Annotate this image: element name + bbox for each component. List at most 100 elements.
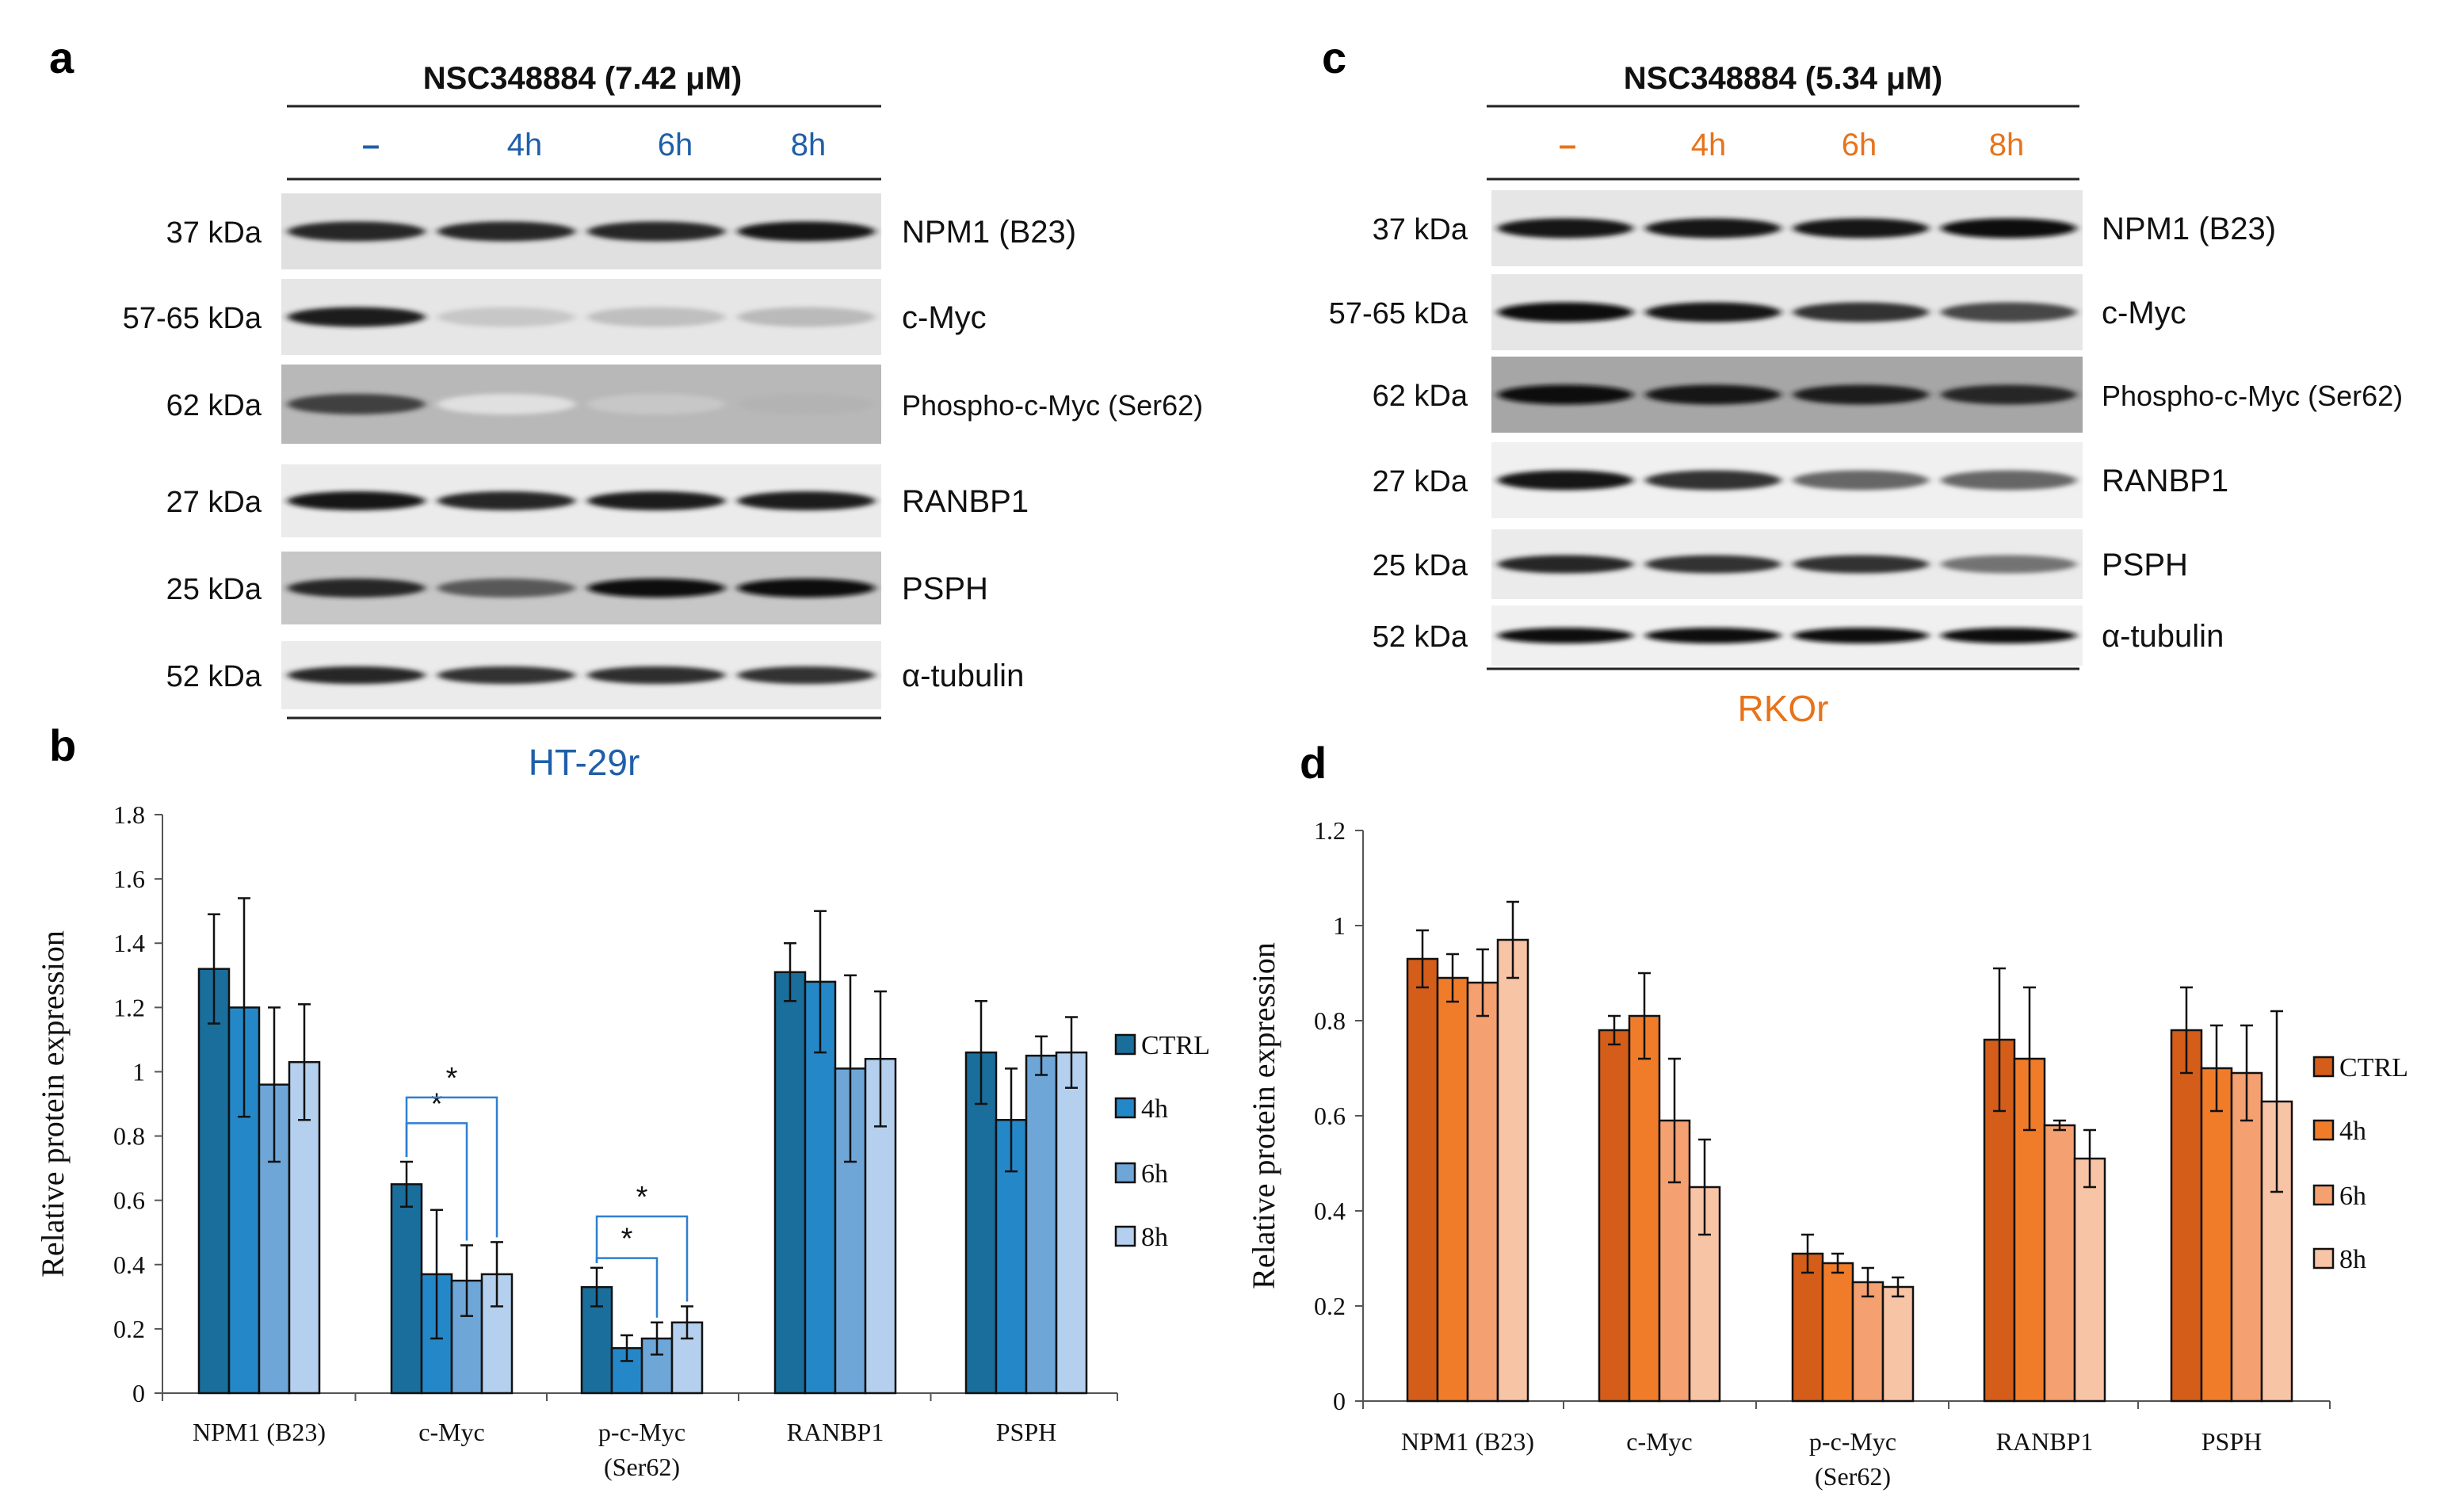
bar-chart-rkor: 0 0.2 0.4 0.6 0.8 1 1.2 Relative protein expres… bbox=[1246, 816, 2408, 1491]
legend-swatch bbox=[2312, 1056, 2335, 1078]
blot-band bbox=[287, 307, 426, 327]
bar bbox=[964, 1051, 998, 1395]
kda-label: 27 kDa bbox=[166, 486, 262, 519]
kda-label: 27 kDa bbox=[1373, 465, 1468, 498]
blot-band bbox=[1644, 218, 1781, 239]
protein-label: RANBP1 bbox=[2102, 464, 2228, 498]
category-label: PSPH bbox=[2201, 1427, 2263, 1456]
blot-band bbox=[737, 666, 876, 685]
lane-label: – bbox=[1559, 128, 1576, 162]
protein-label: RANBP1 bbox=[902, 484, 1029, 519]
significance-bracket bbox=[405, 1096, 498, 1238]
lane-label: 6h bbox=[658, 128, 693, 162]
blot-band bbox=[1644, 555, 1781, 574]
blot-strip bbox=[1491, 274, 2083, 350]
bar bbox=[1598, 1029, 1631, 1403]
blot-strip bbox=[281, 552, 881, 624]
legend-label: 8h bbox=[2339, 1245, 2366, 1274]
bar-chart-ht29r: 0 0.2 0.4 0.6 0.8 1 1.2 1.4 1.6 1.8 Relative prote… bbox=[35, 800, 1210, 1481]
blot-band bbox=[1940, 384, 2077, 405]
bar bbox=[2043, 1124, 2076, 1403]
blot-band bbox=[1497, 470, 1634, 491]
blot-band bbox=[587, 394, 726, 414]
protein-label: α-tubulin bbox=[2102, 619, 2224, 654]
significance-bracket bbox=[595, 1215, 689, 1302]
protein-label: c-Myc bbox=[2102, 296, 2186, 330]
cell-line-label: RKOr bbox=[1738, 688, 1829, 729]
blot-band bbox=[287, 394, 426, 414]
protein-label: NPM1 (B23) bbox=[2102, 212, 2276, 246]
blot-band bbox=[1793, 470, 1930, 491]
panel-letter-d: d bbox=[1300, 738, 1327, 788]
blot-strip bbox=[1491, 357, 2083, 433]
blot-band bbox=[1940, 470, 2077, 491]
kda-label: 62 kDa bbox=[1373, 380, 1468, 413]
blot-band bbox=[737, 578, 876, 598]
y-tick-label: 1.8 bbox=[113, 800, 145, 829]
blot-band bbox=[437, 221, 575, 242]
bar bbox=[1688, 1186, 1721, 1403]
blot-strip bbox=[281, 365, 881, 444]
blot-band bbox=[1793, 384, 1930, 405]
blot-band bbox=[737, 307, 876, 327]
kda-label: 62 kDa bbox=[166, 389, 262, 422]
category-label: NPM1 (B23) bbox=[1401, 1427, 1534, 1456]
y-tick-label: 0 bbox=[132, 1379, 145, 1407]
blot-band bbox=[587, 578, 726, 598]
western-blot-ht29r: NSC348884 (7.42 μM) – 4h 6h 8h 37 kDa NPM1 (B2… bbox=[123, 61, 1203, 783]
bar bbox=[1496, 938, 1529, 1403]
blot-band bbox=[437, 578, 575, 598]
blot-band bbox=[587, 491, 726, 510]
kda-label: 25 kDa bbox=[1373, 549, 1468, 582]
bar bbox=[1055, 1051, 1088, 1395]
y-tick-label: 1.2 bbox=[113, 993, 145, 1021]
legend-swatch bbox=[2312, 1119, 2335, 1141]
protein-label: α-tubulin bbox=[902, 659, 1024, 693]
legend-label: 4h bbox=[2339, 1117, 2366, 1146]
legend-swatch bbox=[1114, 1162, 1136, 1184]
category-label: (Ser62) bbox=[604, 1453, 680, 1481]
kda-label: 37 kDa bbox=[166, 216, 262, 250]
blot-band bbox=[437, 666, 575, 685]
blot-band bbox=[1497, 384, 1634, 405]
kda-label: 57-65 kDa bbox=[123, 302, 262, 335]
blot-strip bbox=[1491, 605, 2083, 666]
kda-label: 57-65 kDa bbox=[1329, 297, 1468, 330]
blot-strip bbox=[1491, 529, 2083, 599]
lane-label: 8h bbox=[1989, 128, 2025, 162]
y-tick-label: 0.4 bbox=[1314, 1197, 1346, 1225]
blot-band bbox=[1940, 302, 2077, 323]
bar bbox=[197, 968, 231, 1395]
blot-band bbox=[287, 666, 426, 685]
blot-band bbox=[437, 307, 575, 327]
legend-label: 6h bbox=[1141, 1159, 1168, 1189]
category-label: PSPH bbox=[996, 1418, 1057, 1446]
panel-letter-a: a bbox=[49, 32, 74, 82]
y-axis-label: Relative protein expression bbox=[1246, 942, 1281, 1289]
blot-band bbox=[737, 221, 876, 242]
panel-letter-b: b bbox=[49, 720, 76, 770]
significance-star: * bbox=[621, 1223, 633, 1256]
blot-band bbox=[1940, 555, 2077, 574]
blot-strip bbox=[281, 279, 881, 355]
protein-label: PSPH bbox=[902, 571, 988, 606]
protein-label: Phospho-c-Myc (Ser62) bbox=[2102, 380, 2403, 412]
legend-swatch bbox=[1114, 1225, 1136, 1247]
bar bbox=[480, 1273, 514, 1395]
blot-strip bbox=[281, 464, 881, 537]
y-tick-label: 0.2 bbox=[1314, 1292, 1346, 1320]
blot-band bbox=[1793, 628, 1930, 643]
y-tick-label: 1.4 bbox=[113, 929, 145, 957]
y-tick-label: 0.6 bbox=[1314, 1102, 1346, 1130]
blot-band bbox=[1644, 628, 1781, 643]
bar bbox=[1628, 1014, 1661, 1403]
blot-band bbox=[437, 394, 575, 414]
blot-band bbox=[287, 491, 426, 510]
lane-label: 6h bbox=[1842, 128, 1877, 162]
bar bbox=[1436, 976, 1469, 1403]
legend-swatch bbox=[2312, 1184, 2335, 1206]
blot-band bbox=[587, 307, 726, 327]
lane-label: – bbox=[362, 128, 380, 162]
legend-label: 8h bbox=[1141, 1223, 1168, 1252]
